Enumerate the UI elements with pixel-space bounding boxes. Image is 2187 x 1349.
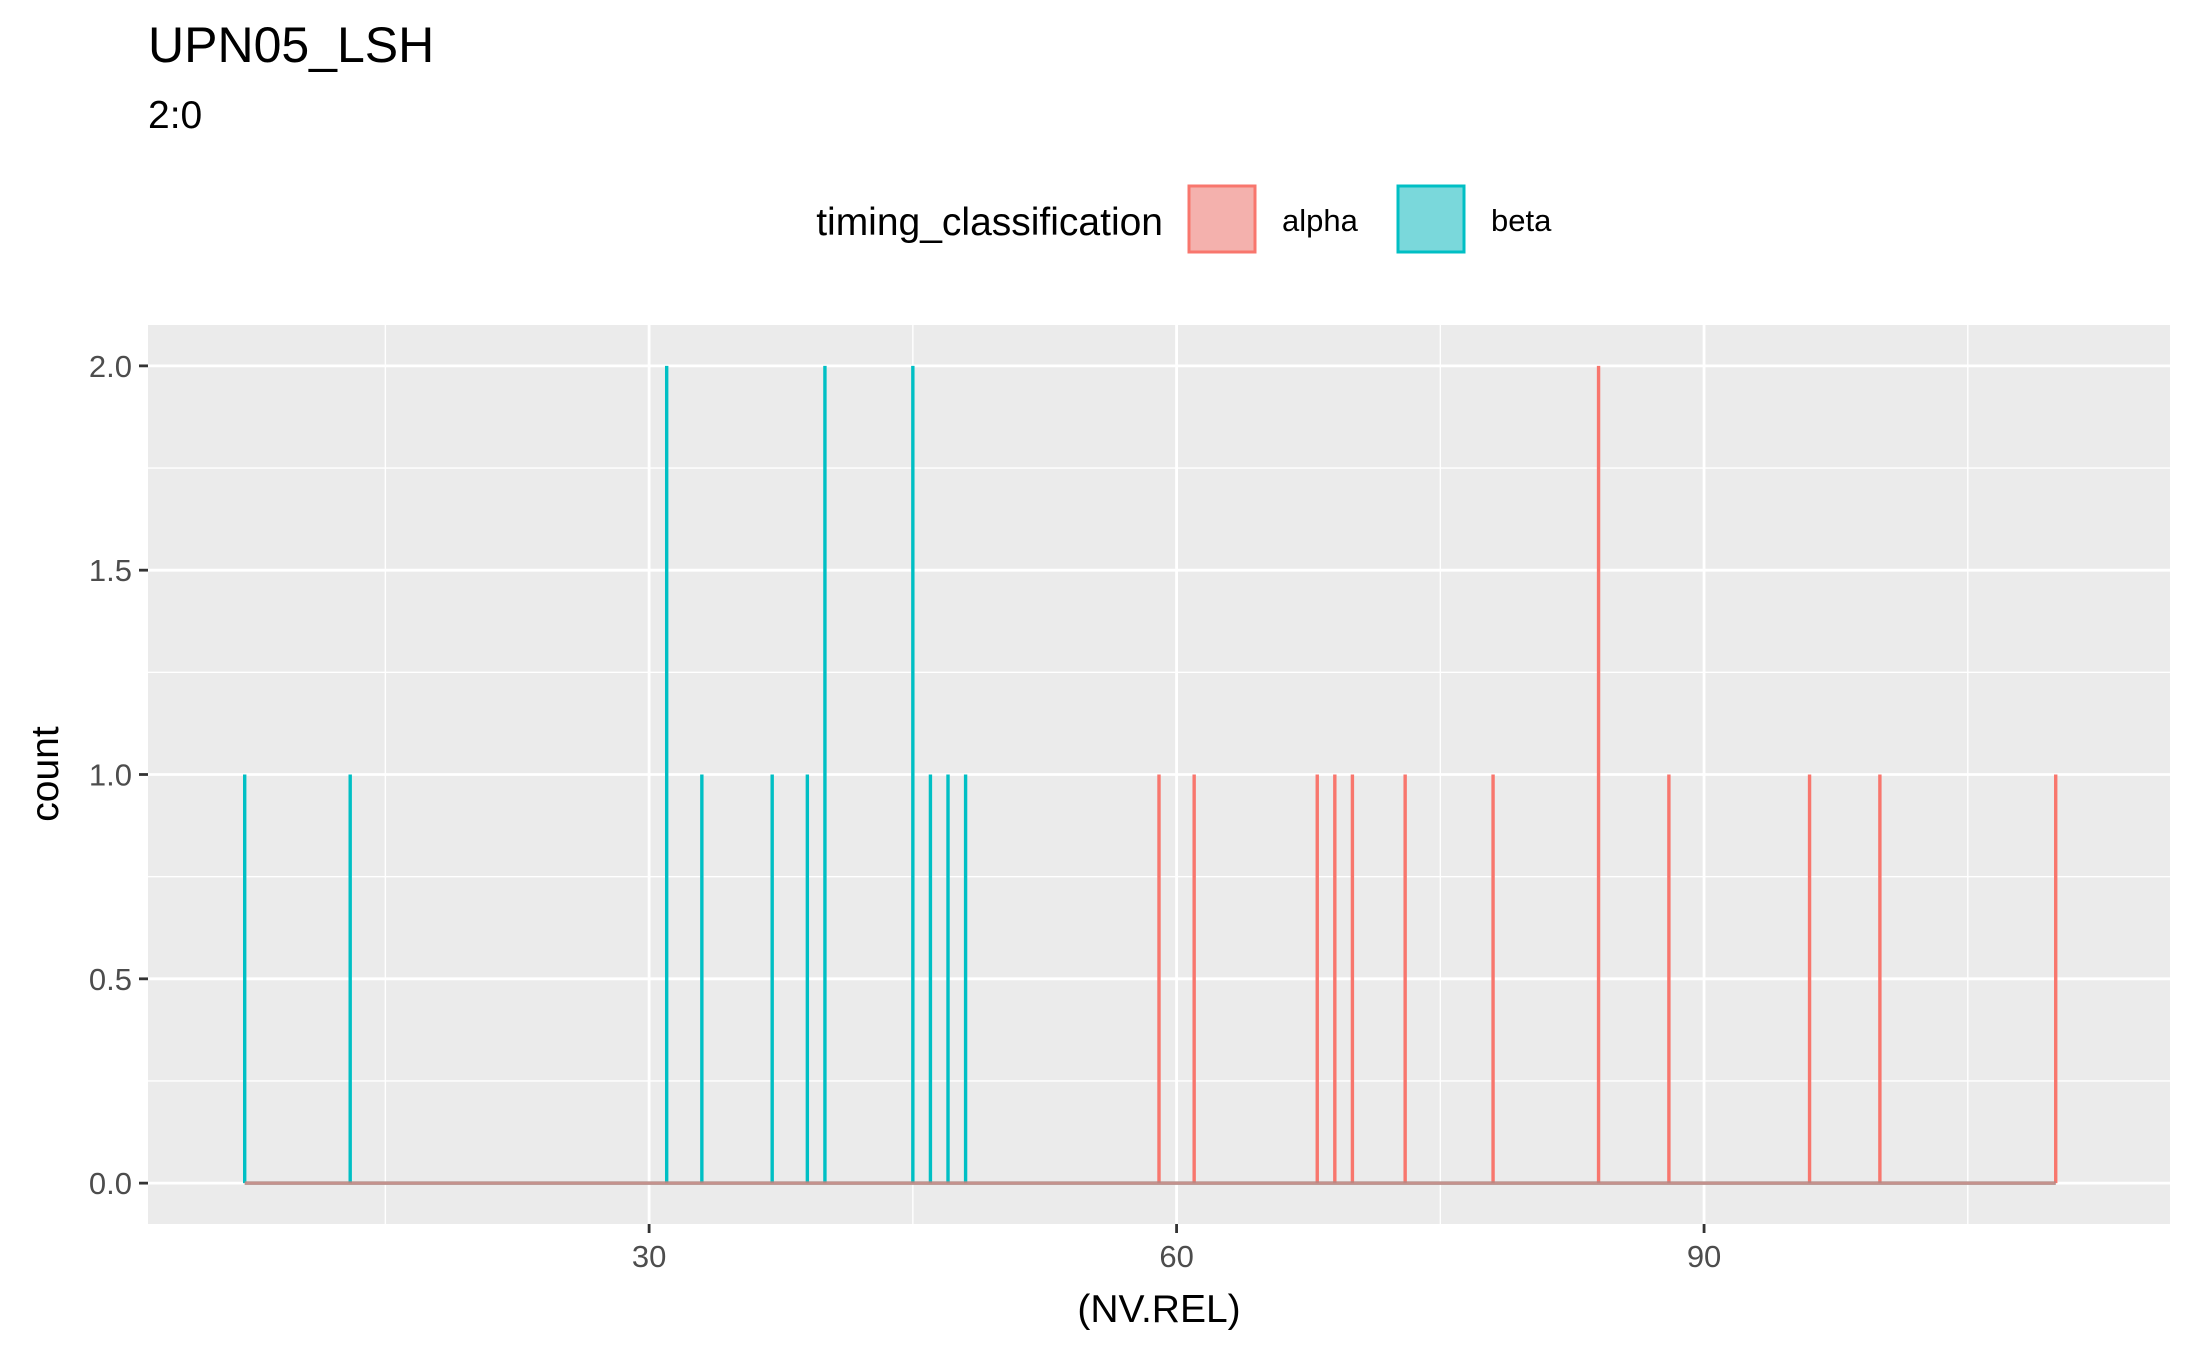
legend: timing_classification alpha beta <box>816 184 1552 254</box>
y-tick-label: 0.0 <box>89 1166 132 1201</box>
series-alpha <box>1157 365 2058 1184</box>
y-tick-label: 1.5 <box>89 553 132 588</box>
legend-key-beta <box>1396 184 1466 254</box>
y-tick-label: 0.5 <box>89 962 132 997</box>
x-tick-label: 60 <box>1159 1239 1193 1274</box>
legend-title: timing_classification <box>816 201 1163 244</box>
legend-label-alpha: alpha <box>1282 203 1359 238</box>
x-tick-label: 30 <box>632 1239 666 1274</box>
y-axis-title: count <box>24 726 67 822</box>
series-beta <box>243 365 968 1184</box>
chart-title: UPN05_LSH <box>148 17 434 73</box>
x-axis-title: (NV.REL) <box>1077 1288 1240 1331</box>
legend-label-beta: beta <box>1491 203 1552 238</box>
y-axis: 0.0 0.5 1.0 1.5 2.0 <box>89 349 148 1201</box>
chart-subtitle: 2:0 <box>148 94 202 137</box>
y-tick-label: 2.0 <box>89 349 132 384</box>
legend-key-alpha <box>1187 184 1257 254</box>
x-axis: 30 60 90 <box>632 1224 1721 1274</box>
series-layer <box>243 365 2058 1185</box>
x-tick-label: 90 <box>1687 1239 1721 1274</box>
y-tick-label: 1.0 <box>89 758 132 793</box>
